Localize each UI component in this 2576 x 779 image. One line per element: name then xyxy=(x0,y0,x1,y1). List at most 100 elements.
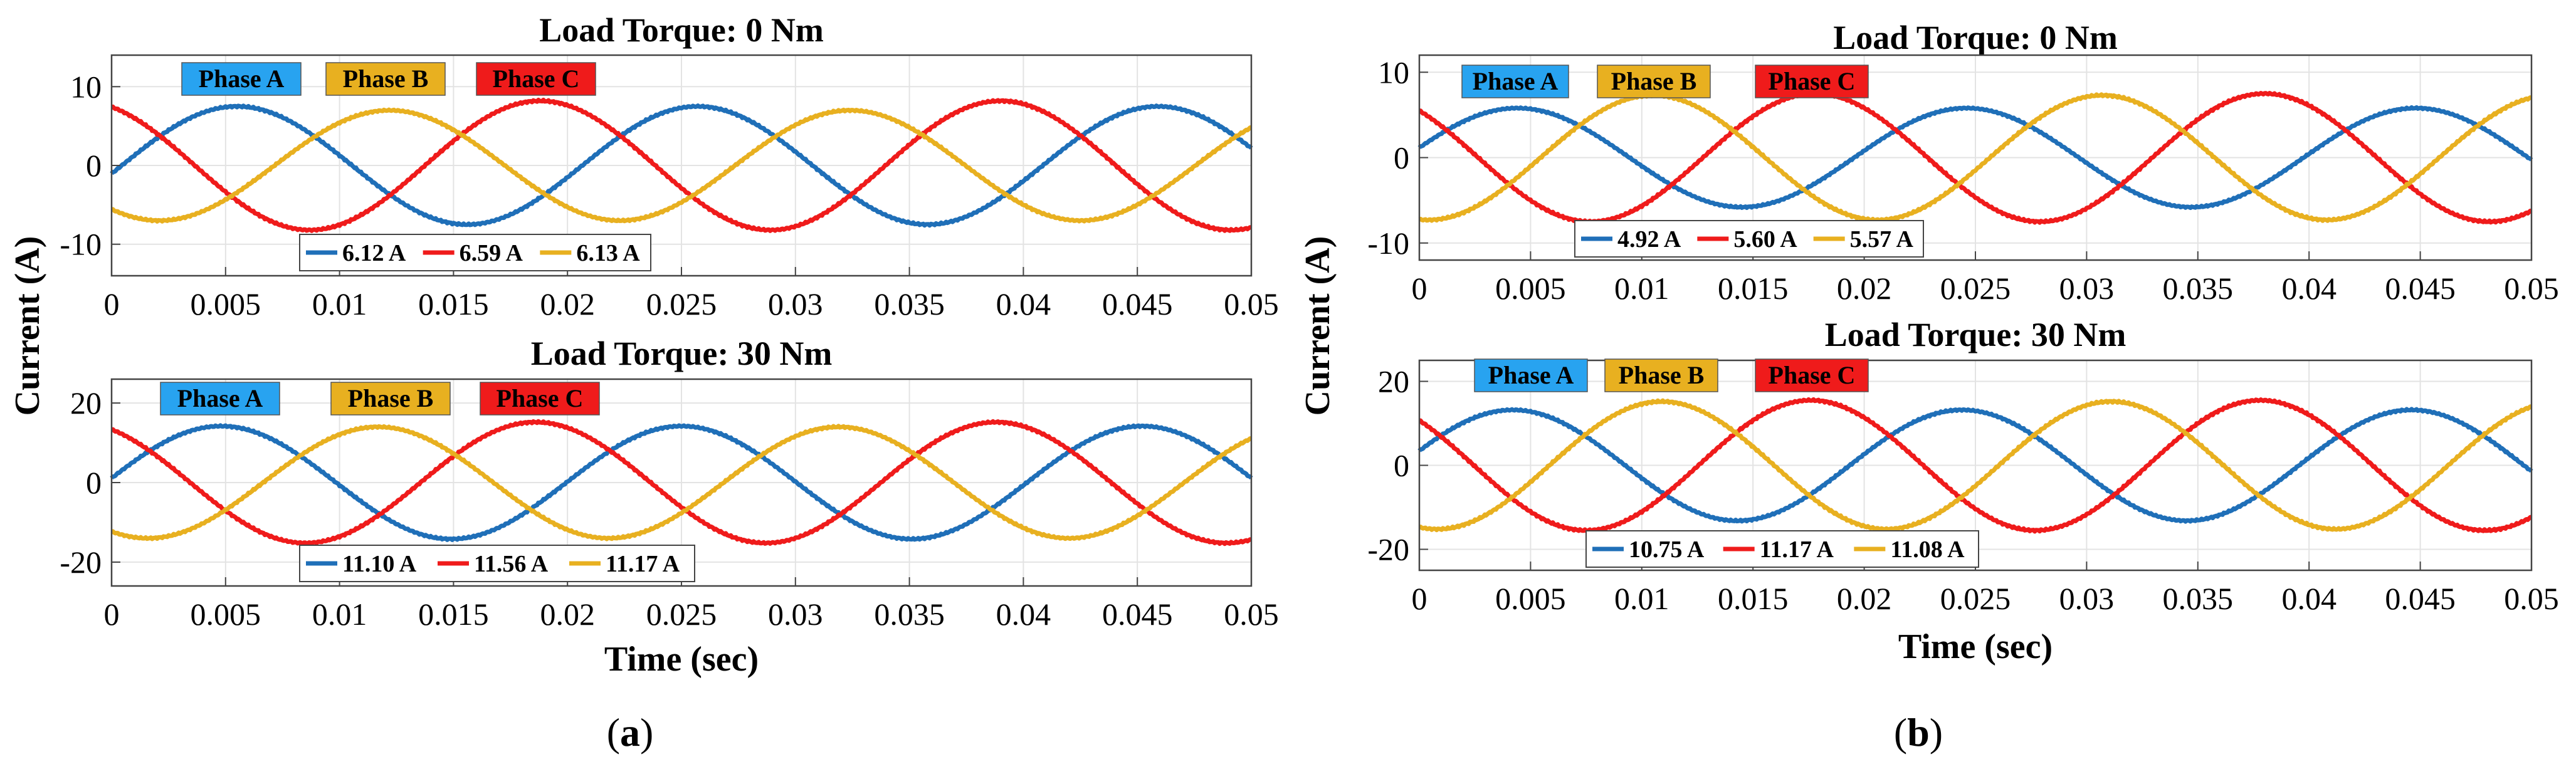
chart-b2: Load Torque: 30 Nm 0 0.005 0.01 0.015 0.02 0.0… xyxy=(1367,316,2558,666)
legend-box xyxy=(1585,530,1979,568)
ylabel-a: Current (A) xyxy=(8,236,47,416)
legend-box xyxy=(299,545,695,582)
series-b-line xyxy=(110,424,1253,541)
x-tick-label: 0.015 xyxy=(418,597,489,632)
series-b-line xyxy=(110,107,1253,224)
phase-badge xyxy=(325,62,446,96)
y-tick-label: -20 xyxy=(1367,532,1409,567)
x-tick-label: 0.03 xyxy=(2059,581,2115,616)
chart-title: Load Torque: 0 Nm xyxy=(1833,19,2118,56)
legend-label: 4.92 A xyxy=(1617,226,1681,253)
phase-badge-label: Phase A xyxy=(1473,67,1559,95)
x-tick-label: 0.045 xyxy=(2385,271,2456,306)
phase-badge-label: Phase B xyxy=(348,384,434,412)
ylabel-b: Current (A) xyxy=(1298,236,1337,416)
phase-badge xyxy=(480,382,600,416)
x-tick-label: 0.02 xyxy=(1837,581,1892,616)
x-tick-label: 0 xyxy=(1412,271,1427,306)
legend-label: 6.13 A xyxy=(576,240,640,266)
x-tick-label: 0.01 xyxy=(312,597,367,632)
x-tick-label: 0.035 xyxy=(874,286,945,322)
x-tick-label: 0.04 xyxy=(996,286,1051,322)
phase-badge xyxy=(330,382,451,416)
chart-a2: Load Torque: 30 Nm 0 0.005 0.01 0.015 0.02 0.0… xyxy=(60,335,1278,679)
x-tick-label: 0.025 xyxy=(646,286,717,322)
phase-badge-label: Phase B xyxy=(1619,361,1705,389)
phase-badge xyxy=(476,62,596,96)
phase-badge xyxy=(1755,65,1869,98)
x-tick-label: 0.015 xyxy=(418,286,489,322)
phase-badge xyxy=(160,382,280,416)
x-tick-label: 0.045 xyxy=(1102,597,1173,632)
x-tick-label: 0 xyxy=(104,286,120,322)
x-tick-label: 0.04 xyxy=(2281,271,2337,306)
chart-title: Load Torque: 30 Nm xyxy=(531,335,833,372)
x-tick-label: 0.03 xyxy=(2059,271,2115,306)
legend-label: 11.56 A xyxy=(474,551,549,577)
x-tick-label: 0.04 xyxy=(2281,581,2337,616)
series-b-line xyxy=(1418,398,2533,533)
phase-badge-label: Phase A xyxy=(177,384,263,412)
x-axis-label: Time (sec) xyxy=(1898,627,2053,666)
y-tick-label: 20 xyxy=(1378,364,1409,399)
series-c-line xyxy=(110,97,1253,233)
x-tick-label: 0.045 xyxy=(1102,286,1173,322)
phase-badge xyxy=(1755,358,1869,392)
chart-a1: Load Torque: 0 Nm 0 0.005 0.01 0.015 0.02 0.02… xyxy=(60,11,1278,322)
caption-b: (b) xyxy=(1894,710,1943,755)
series-c-line xyxy=(1418,397,2533,534)
legend-label: 10.75 A xyxy=(1629,536,1705,563)
legend-label: 11.17 A xyxy=(1760,536,1834,563)
phase-badge xyxy=(1474,358,1588,392)
legend-box xyxy=(1574,220,1924,258)
chart-b1: Load Torque: 0 Nm 0 0.005 0.01 0.015 0.02 0.02… xyxy=(1367,19,2558,306)
phase-badge-label: Phase A xyxy=(199,65,285,93)
chart-title: Load Torque: 30 Nm xyxy=(1825,316,2127,353)
x-tick-label: 0.005 xyxy=(1495,581,1566,616)
legend-label: 11.08 A xyxy=(1890,536,1965,563)
phase-badge xyxy=(1597,65,1711,98)
legend-box xyxy=(299,234,651,271)
phase-badge-label: Phase C xyxy=(1769,67,1856,95)
phase-badge-label: Phase C xyxy=(1769,361,1856,389)
series-b-line xyxy=(1418,92,2533,223)
phase-badge xyxy=(1461,65,1569,98)
x-tick-label: 0.03 xyxy=(768,597,823,632)
x-tick-label: 0.025 xyxy=(1940,271,2011,306)
x-tick-label: 0.05 xyxy=(1224,597,1279,632)
phase-badge xyxy=(1604,358,1718,392)
legend-label: 6.12 A xyxy=(342,240,406,266)
x-tick-label: 0.045 xyxy=(2385,581,2456,616)
x-tick-label: 0.015 xyxy=(1718,271,1789,306)
x-tick-label: 0.02 xyxy=(540,286,595,322)
x-tick-label: 0 xyxy=(1412,581,1427,616)
caption-a: (a) xyxy=(607,710,654,755)
x-tick-label: 0.025 xyxy=(646,597,717,632)
x-tick-label: 0.02 xyxy=(1837,271,1892,306)
y-tick-label: 10 xyxy=(1378,55,1409,90)
x-tick-label: 0.005 xyxy=(1495,271,1566,306)
x-tick-label: 0.035 xyxy=(2163,581,2234,616)
x-tick-label: 0.035 xyxy=(874,597,945,632)
phase-badge-label: Phase B xyxy=(1611,67,1697,95)
legend-label: 11.17 A xyxy=(606,551,680,577)
y-tick-label: -10 xyxy=(1367,226,1409,261)
y-tick-label: -20 xyxy=(60,545,102,580)
phase-badge-label: Phase C xyxy=(493,65,580,93)
legend-label: 5.57 A xyxy=(1850,226,1914,253)
series-c-line xyxy=(110,419,1253,546)
legend: 6.12 A 6.59 A 6.13 A xyxy=(299,234,651,271)
y-tick-label: -10 xyxy=(60,227,102,262)
phase-badge xyxy=(181,62,302,96)
legend: 4.92 A 5.60 A 5.57 A xyxy=(1574,220,1924,258)
x-tick-label: 0.005 xyxy=(191,597,261,632)
x-axis-label: Time (sec) xyxy=(604,640,759,679)
phase-badge-label: Phase A xyxy=(1488,361,1574,389)
x-tick-label: 0.01 xyxy=(312,286,367,322)
x-tick-label: 0.015 xyxy=(1718,581,1789,616)
phase-badge-label: Phase C xyxy=(497,384,584,412)
x-tick-label: 0.05 xyxy=(2504,581,2559,616)
legend: 10.75 A 11.17 A 11.08 A xyxy=(1585,530,1979,568)
y-tick-label: 0 xyxy=(86,465,102,500)
